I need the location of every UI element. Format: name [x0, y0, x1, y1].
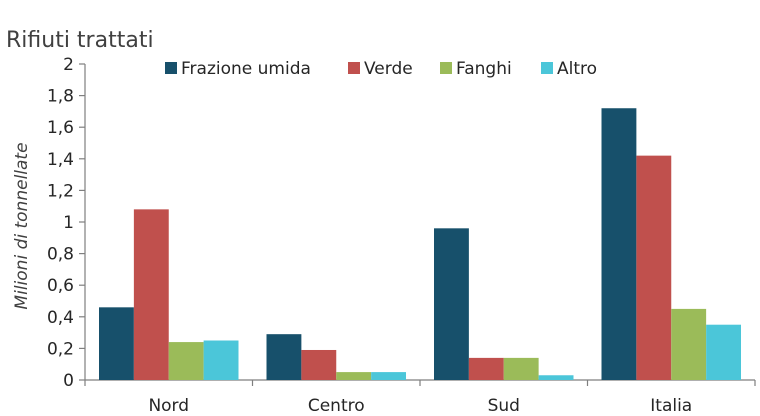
x-category-label: Italia [650, 396, 692, 416]
y-tick-label: 1,2 [47, 181, 74, 201]
bar-fanghi-italia [671, 309, 706, 380]
bar-frazione-umida-sud [434, 228, 469, 380]
legend-swatch [440, 62, 452, 74]
bar-verde-sud [469, 358, 504, 380]
y-tick-label: 0,8 [47, 245, 74, 265]
y-tick-label: 0,6 [47, 276, 74, 296]
legend-swatch [348, 62, 360, 74]
y-tick-label: 1,6 [47, 118, 74, 138]
y-tick-label: 1 [63, 213, 74, 233]
legend: Frazione umida Verde Fanghi Altro [165, 59, 597, 79]
legend-swatch [541, 62, 553, 74]
legend-label: Frazione umida [181, 59, 311, 79]
bar-verde-nord [134, 209, 169, 380]
bar-fanghi-centro [336, 372, 371, 380]
bar-frazione-umida-nord [99, 307, 134, 380]
y-tick-label: 1,8 [47, 87, 74, 107]
x-category-label: Sud [488, 396, 520, 416]
y-tick-label: 0 [63, 371, 74, 391]
legend-label: Verde [364, 59, 413, 79]
bar-altro-centro [371, 372, 406, 380]
y-tick-label: 0,4 [47, 308, 74, 328]
y-tick-label: 0,2 [47, 339, 74, 359]
x-category-label: Centro [308, 396, 365, 416]
bar-frazione-umida-italia [602, 108, 637, 380]
bar-frazione-umida-centro [267, 334, 302, 380]
bar-verde-centro [301, 350, 336, 380]
bars [99, 108, 741, 380]
bar-fanghi-nord [169, 342, 204, 380]
bar-altro-nord [204, 341, 239, 381]
legend-label: Fanghi [456, 59, 512, 79]
bar-verde-italia [636, 156, 671, 380]
bar-altro-sud [539, 375, 574, 380]
bar-altro-italia [706, 325, 741, 380]
y-tick-label: 1,4 [47, 150, 74, 170]
chart-title: Rifiuti trattati [6, 28, 154, 53]
y-tick-label: 2 [63, 55, 74, 75]
legend-swatch [165, 62, 177, 74]
y-axis-label: Milioni di tonnellate [12, 142, 32, 309]
legend-label: Altro [557, 59, 597, 79]
bar-fanghi-sud [504, 358, 539, 380]
x-category-label: Nord [148, 396, 189, 416]
